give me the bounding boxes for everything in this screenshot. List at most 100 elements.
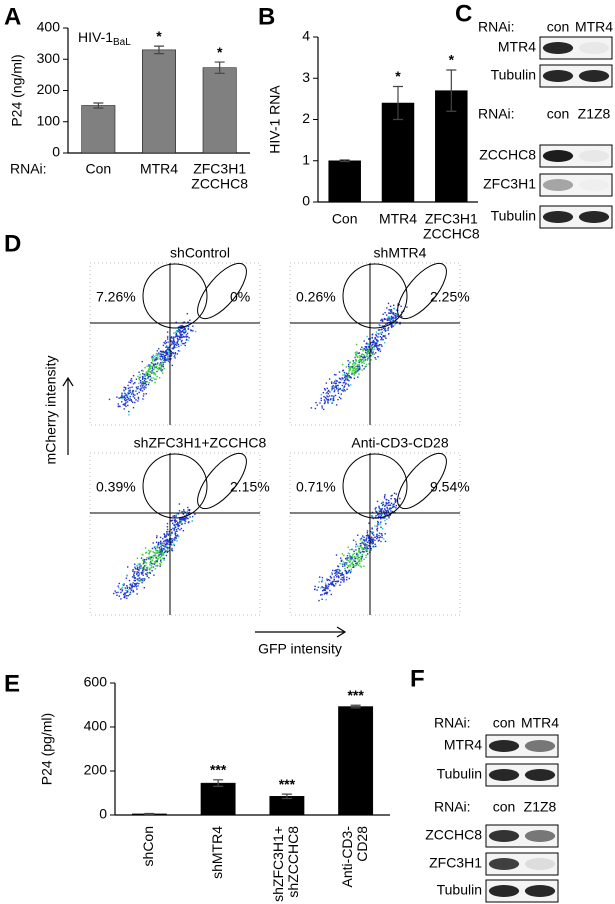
flow-dot	[152, 551, 154, 553]
flow-dot	[376, 537, 378, 540]
gate-right-percent: 0%	[230, 289, 250, 305]
flow-dot	[180, 344, 182, 346]
flow-dot	[129, 386, 131, 389]
flow-dot	[121, 401, 123, 403]
flow-dot	[355, 553, 358, 555]
flow-dot	[371, 345, 373, 347]
flow-dot	[121, 395, 123, 397]
flow-dot	[396, 314, 398, 316]
flow-dot	[326, 592, 328, 594]
flow-dot	[340, 560, 343, 562]
flow-dot	[355, 541, 357, 543]
significance: *	[217, 44, 223, 60]
flow-dot	[138, 371, 140, 373]
flow-dot	[135, 586, 138, 588]
flow-dot	[148, 569, 151, 571]
flow-dot	[161, 361, 163, 363]
flow-dot	[367, 536, 370, 539]
flow-dot	[353, 560, 356, 562]
gate-ellipse	[197, 262, 247, 320]
flow-dot	[161, 544, 163, 546]
flow-dot	[393, 308, 396, 310]
flow-dot	[124, 404, 126, 406]
flow-dot	[354, 557, 357, 559]
flow-dot	[370, 540, 372, 542]
flow-dot	[156, 560, 158, 563]
flow-dot	[184, 344, 186, 347]
flow-dot	[371, 348, 374, 350]
bar	[269, 796, 305, 816]
flow-dot	[363, 543, 365, 545]
flow-dot	[366, 546, 368, 548]
flow-dot	[156, 376, 158, 378]
flow-dot	[333, 576, 335, 578]
flow-dot	[346, 555, 349, 557]
flow-dot	[341, 553, 343, 555]
flow-dot	[154, 553, 157, 555]
flow-dot	[188, 509, 191, 512]
flow-dot	[156, 370, 158, 373]
flow-dot	[181, 327, 183, 330]
flow-dot	[342, 370, 344, 372]
flow-dot	[321, 580, 323, 583]
flow-dot	[139, 373, 141, 376]
flow-dot	[159, 556, 162, 558]
flow-dot	[354, 356, 357, 358]
flow-dot	[163, 355, 166, 357]
flow-dot	[165, 535, 167, 538]
flow-dot	[171, 541, 174, 543]
flow-dot	[154, 367, 156, 369]
flow-dot	[351, 363, 354, 365]
flow-dot	[129, 586, 131, 589]
flow-dot	[189, 319, 191, 321]
flow-dot	[127, 394, 129, 396]
flow-dot	[337, 388, 340, 391]
flow-dot	[377, 540, 380, 542]
flow-dot	[358, 361, 360, 363]
flow-dot	[182, 519, 184, 521]
flow-dot	[186, 335, 189, 338]
flow-dot	[366, 352, 368, 354]
flow-dot	[356, 370, 358, 372]
flow-dot	[376, 341, 379, 343]
flow-dot	[335, 386, 337, 388]
flow-dot	[318, 599, 320, 602]
flow-dot	[139, 385, 142, 387]
flow-dot	[163, 351, 166, 354]
flow-dot	[394, 317, 397, 319]
flow-dot	[127, 566, 129, 568]
flow-dot	[394, 312, 397, 315]
flow-dot	[358, 373, 360, 375]
flow-dot	[379, 324, 381, 327]
flow-dot	[382, 503, 385, 506]
flow-dot	[134, 390, 137, 392]
flow-dot	[160, 363, 162, 366]
flow-dot	[147, 373, 150, 376]
flow-dot	[130, 588, 132, 590]
flow-dot	[171, 531, 173, 533]
flow-dot	[365, 549, 368, 551]
error-bar	[214, 61, 225, 74]
y-tick-label: 400	[37, 19, 61, 35]
flow-dot	[142, 372, 144, 375]
flow-dot	[184, 517, 187, 519]
flow-dot	[142, 563, 144, 565]
flow-dot	[331, 395, 333, 397]
flow-dot	[181, 523, 183, 525]
flow-dot	[150, 365, 152, 368]
blot-row-label: Tubulin	[491, 67, 536, 83]
flow-dot	[185, 335, 187, 338]
flow-dot	[325, 599, 327, 601]
flow-dot	[344, 565, 346, 567]
flow-dot	[142, 370, 144, 372]
flow-dot	[127, 397, 130, 400]
error-bar	[93, 102, 104, 109]
flow-dot	[171, 532, 173, 534]
flow-dot	[354, 368, 357, 370]
rnai-label: RNAi:	[478, 106, 515, 122]
flow-dot	[380, 521, 382, 523]
flow-dot	[376, 536, 379, 539]
flow-dot	[149, 367, 152, 370]
flow-dot	[168, 358, 170, 360]
flow-dot	[351, 559, 353, 561]
